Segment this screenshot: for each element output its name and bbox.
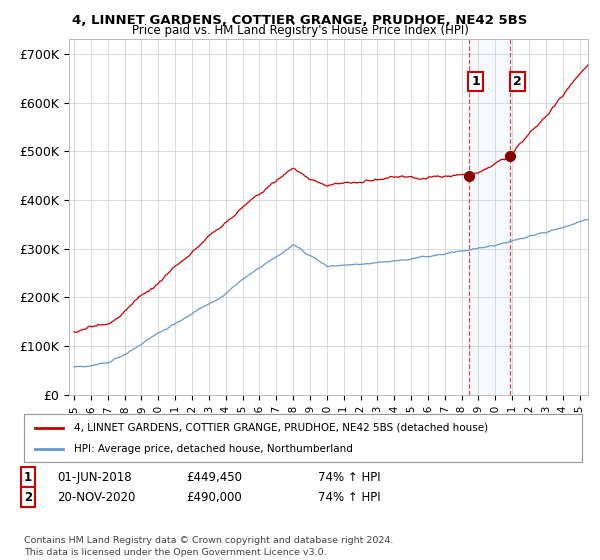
Text: 4, LINNET GARDENS, COTTIER GRANGE, PRUDHOE, NE42 5BS: 4, LINNET GARDENS, COTTIER GRANGE, PRUDH…	[73, 14, 527, 27]
Bar	[469, 39, 511, 395]
Text: Price paid vs. HM Land Registry's House Price Index (HPI): Price paid vs. HM Land Registry's House …	[131, 24, 469, 37]
Text: HPI: Average price, detached house, Northumberland: HPI: Average price, detached house, Nort…	[74, 444, 353, 454]
Text: 1: 1	[24, 470, 32, 484]
Text: 4, LINNET GARDENS, COTTIER GRANGE, PRUDHOE, NE42 5BS (detached house): 4, LINNET GARDENS, COTTIER GRANGE, PRUDH…	[74, 423, 488, 433]
Text: 74% ↑ HPI: 74% ↑ HPI	[318, 491, 380, 504]
Text: £449,450: £449,450	[186, 470, 242, 484]
Text: 1: 1	[471, 76, 480, 88]
Text: 20-NOV-2020: 20-NOV-2020	[57, 491, 136, 504]
Text: 2: 2	[24, 491, 32, 504]
Text: Contains HM Land Registry data © Crown copyright and database right 2024.
This d: Contains HM Land Registry data © Crown c…	[24, 536, 394, 557]
Text: 01-JUN-2018: 01-JUN-2018	[57, 470, 131, 484]
Text: £490,000: £490,000	[186, 491, 242, 504]
Text: 2: 2	[513, 76, 521, 88]
Text: 74% ↑ HPI: 74% ↑ HPI	[318, 470, 380, 484]
